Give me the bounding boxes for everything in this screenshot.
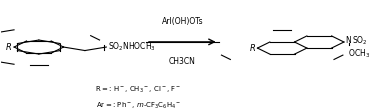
Text: R: R	[249, 44, 255, 53]
Text: SO$_2$NHOCH$_3$: SO$_2$NHOCH$_3$	[108, 41, 156, 53]
Text: N: N	[346, 37, 352, 45]
Text: ArI(OH)OTs: ArI(OH)OTs	[162, 17, 203, 26]
Text: R: R	[6, 43, 12, 52]
Text: CH3CN: CH3CN	[169, 57, 196, 66]
Text: OCH$_3$: OCH$_3$	[348, 48, 370, 60]
Text: Ar$=$: Ph$^-$, $m$-CF$_3$C$_6$H$_4$$^-$: Ar$=$: Ph$^-$, $m$-CF$_3$C$_6$H$_4$$^-$	[96, 101, 181, 111]
Text: SO$_2$: SO$_2$	[352, 35, 367, 47]
Text: R$=$: H$^-$, CH$_3$$^-$, Cl$^-$, F$^-$: R$=$: H$^-$, CH$_3$$^-$, Cl$^-$, F$^-$	[95, 85, 182, 95]
